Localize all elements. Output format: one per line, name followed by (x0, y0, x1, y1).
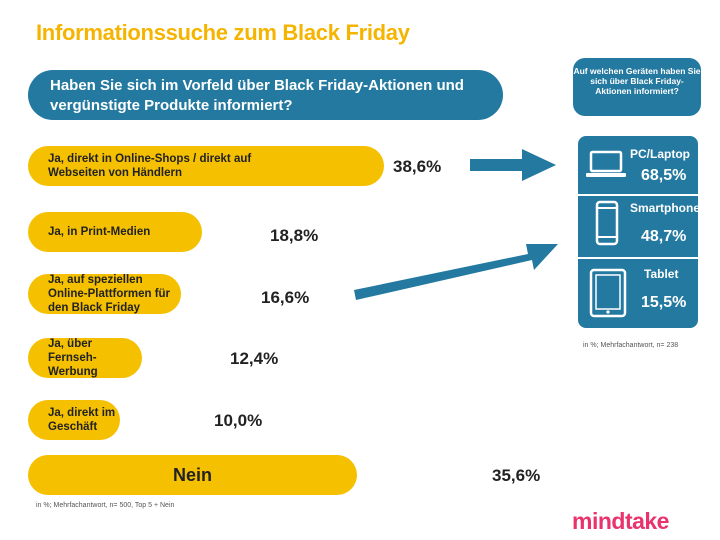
bar-label: Ja, direkt in Online-Shops / direkt auf … (48, 153, 252, 179)
device-label-pc: PC/Laptop (630, 147, 690, 161)
value-label-nein: 35,6% (492, 466, 541, 485)
bar-label: Ja, direkt im Geschäft (48, 407, 116, 433)
arrow-to-devices (354, 244, 558, 300)
divider (578, 194, 698, 196)
arrow-shape (354, 244, 558, 300)
arrow-to-pc (470, 149, 556, 181)
bar-online-platforms: Ja, auf speziellen Online-Plattformen fü… (28, 274, 181, 314)
bar-label: Ja, in Print-Medien (48, 226, 151, 238)
device-value-pc: 68,5% (641, 167, 687, 184)
value-label-online-platforms: 16,6% (261, 288, 310, 307)
bar-online-shops: Ja, direkt in Online-Shops / direkt auf … (28, 146, 384, 186)
value-label-tv-advertising: 12,4% (230, 349, 279, 368)
bar-label: Nein (172, 465, 212, 485)
bar-print-media: Ja, in Print-Medien (28, 212, 202, 252)
tablet-icon (589, 268, 627, 318)
mindtake-logo: mindtake (572, 508, 669, 534)
bar-tv-advertising: Ja, über Fernseh-Werbung (28, 338, 142, 378)
device-value-smartphone: 48,7% (641, 228, 687, 245)
divider (578, 257, 698, 259)
devices-footnote: in %; Mehrfachantwort, n= 238 (583, 342, 679, 349)
bar-in-store: Ja, direkt im Geschäft (28, 400, 120, 440)
value-label-in-store: 10,0% (214, 411, 263, 430)
footnote: in %; Mehrfachantwort, n= 500, Top 5 + N… (36, 502, 175, 509)
bar-label: Ja, auf speziellen Online-Plattformen fü… (48, 274, 171, 314)
page-title: Informationssuche zum Black Friday (36, 20, 410, 45)
bar-nein: Nein (28, 455, 357, 495)
device-value-tablet: 15,5% (641, 294, 687, 311)
laptop-icon (586, 150, 626, 177)
device-label-smartphone: Smartphone (630, 201, 701, 215)
value-label-online-shops: 38,6% (393, 157, 442, 176)
smartphone-icon (595, 200, 619, 246)
devices-question: Auf welchen Geräten haben Sie sich über … (573, 58, 701, 116)
arrow-shape (470, 149, 556, 181)
bar-label: Ja, über Fernseh-Werbung (48, 338, 98, 378)
question-banner: Haben Sie sich im Vorfeld über Black Fri… (28, 70, 503, 120)
value-label-print-media: 18,8% (270, 226, 319, 245)
device-label-tablet: Tablet (644, 267, 679, 281)
devices-panel: PC/Laptop 68,5% Smartphone 48,7% Tablet … (578, 136, 701, 328)
